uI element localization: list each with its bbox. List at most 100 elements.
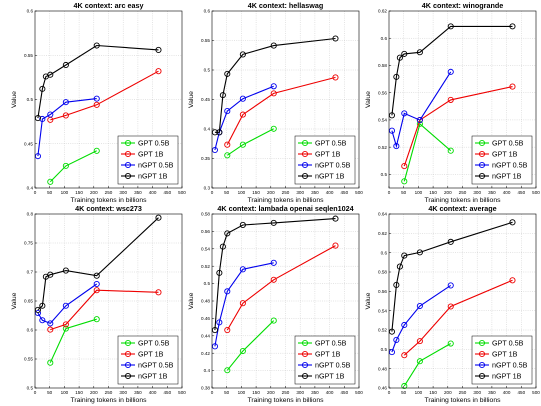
data-point bbox=[224, 230, 231, 237]
y-tick-label: 0.48 bbox=[201, 299, 210, 304]
data-point bbox=[401, 352, 408, 359]
y-tick-label: 0.62 bbox=[378, 9, 387, 14]
series-gpt-0-5b bbox=[224, 317, 277, 374]
axes-frame bbox=[211, 10, 360, 189]
legend-swatch-marker bbox=[301, 150, 309, 158]
x-tick-label: 500 bbox=[532, 190, 540, 195]
legend-label: nGPT 0.5B bbox=[315, 161, 351, 170]
legend-swatch-marker bbox=[124, 339, 132, 347]
series-ngpt-1b bbox=[388, 23, 516, 119]
data-point bbox=[388, 349, 395, 356]
y-axis-label: Value bbox=[365, 292, 372, 309]
chart-title: 4K context: lambada openai seqlen1024 bbox=[217, 204, 353, 213]
y-tick-label: 0.6 bbox=[381, 250, 388, 255]
data-point bbox=[270, 276, 277, 283]
data-point bbox=[393, 336, 400, 344]
data-point bbox=[401, 382, 408, 390]
x-tick-label: 500 bbox=[532, 390, 540, 395]
series-line bbox=[214, 85, 274, 151]
series-line bbox=[37, 217, 159, 311]
data-point bbox=[509, 23, 516, 30]
data-point bbox=[62, 112, 69, 119]
y-tick-label: 0.6 bbox=[204, 9, 211, 14]
y-tick-label: 0.3 bbox=[204, 186, 211, 191]
data-point bbox=[270, 83, 277, 90]
y-tick-label: 0.45 bbox=[201, 97, 210, 102]
y-tick-label: 0.4 bbox=[204, 368, 211, 373]
legend-swatch-marker bbox=[301, 372, 309, 380]
series-line bbox=[226, 128, 274, 156]
legend-label: nGPT 1B bbox=[492, 372, 522, 381]
legend-swatch-marker bbox=[124, 372, 132, 380]
x-tick-label: 350 bbox=[134, 190, 142, 195]
series-gpt-0-5b bbox=[47, 316, 100, 366]
x-tick-label: 150 bbox=[252, 190, 260, 195]
data-point bbox=[62, 61, 69, 69]
data-point bbox=[224, 70, 231, 77]
data-point bbox=[509, 219, 516, 226]
y-tick-label: 0.54 bbox=[201, 246, 210, 251]
legend-label: GPT 1B bbox=[492, 350, 518, 359]
data-point bbox=[416, 49, 423, 56]
x-tick-label: 250 bbox=[282, 390, 290, 395]
x-tick-label: 50 bbox=[47, 190, 53, 195]
chart-panel-1: 0 50 100 150 200 250 300 350 400 450 500 0.4 0.45 0.5… bbox=[11, 1, 186, 204]
data-point bbox=[270, 219, 277, 226]
data-point bbox=[93, 287, 100, 294]
x-tick-label: 50 bbox=[47, 390, 53, 395]
data-point bbox=[224, 288, 231, 295]
data-point bbox=[388, 112, 395, 119]
series-line bbox=[37, 98, 97, 157]
axes-frame bbox=[34, 10, 183, 189]
data-point bbox=[401, 110, 408, 117]
data-point bbox=[62, 99, 69, 106]
x-tick-label: 400 bbox=[326, 390, 334, 395]
y-tick-label: 0.62 bbox=[378, 231, 387, 236]
data-point bbox=[388, 328, 395, 335]
data-point bbox=[47, 320, 54, 327]
x-tick-label: 400 bbox=[326, 190, 334, 195]
series-line bbox=[37, 44, 159, 119]
y-tick-label: 0.7 bbox=[27, 270, 34, 275]
x-tick-label: 300 bbox=[473, 190, 481, 195]
data-point bbox=[93, 147, 100, 154]
series-line bbox=[391, 25, 513, 116]
x-tick-label: 200 bbox=[267, 390, 275, 395]
x-axis-label: Training tokens in billions bbox=[247, 397, 324, 404]
legend-swatch-marker bbox=[478, 372, 486, 380]
legend-label: GPT 0.5B bbox=[492, 139, 524, 148]
x-tick-label: 300 bbox=[473, 390, 481, 395]
data-point bbox=[270, 42, 277, 49]
data-point bbox=[93, 95, 100, 102]
y-tick-label: 0.38 bbox=[201, 386, 210, 391]
data-point bbox=[224, 367, 231, 374]
data-point bbox=[47, 71, 54, 78]
data-point bbox=[155, 68, 162, 75]
x-tick-label: 100 bbox=[415, 390, 423, 395]
series-gpt-0-5b bbox=[401, 340, 454, 390]
series-line bbox=[226, 76, 336, 145]
legend-label: GPT 1B bbox=[492, 150, 518, 159]
x-tick-label: 100 bbox=[61, 390, 69, 395]
legend-swatch-marker bbox=[478, 139, 486, 147]
legend-swatch-marker bbox=[301, 361, 309, 369]
series-gpt-0-5b bbox=[47, 147, 100, 185]
series-ngpt-1b bbox=[211, 215, 339, 334]
chart-panel-2: 0 50 100 150 200 250 300 350 400 450 500 0.3 0.35 0.4… bbox=[188, 1, 363, 204]
y-tick-label: 0.55 bbox=[24, 53, 33, 58]
y-tick-label: 0.6 bbox=[27, 328, 34, 333]
chart-panel-5: 0 50 100 150 200 250 300 350 400 450 500 0.38 0.4 0.4… bbox=[188, 204, 363, 404]
x-tick-label: 350 bbox=[311, 190, 319, 195]
series-ngpt-0-5b bbox=[34, 95, 100, 160]
series-gpt-0-5b bbox=[401, 120, 454, 185]
x-tick-label: 50 bbox=[224, 190, 230, 195]
y-axis-label: Value bbox=[188, 91, 195, 108]
data-point bbox=[62, 321, 69, 328]
series-line bbox=[403, 122, 452, 182]
data-point bbox=[332, 74, 339, 81]
y-tick-label: 0.6 bbox=[27, 9, 34, 14]
data-point bbox=[239, 95, 246, 102]
legend-swatch-marker bbox=[478, 161, 486, 169]
legend-label: nGPT 0.5B bbox=[492, 361, 528, 370]
